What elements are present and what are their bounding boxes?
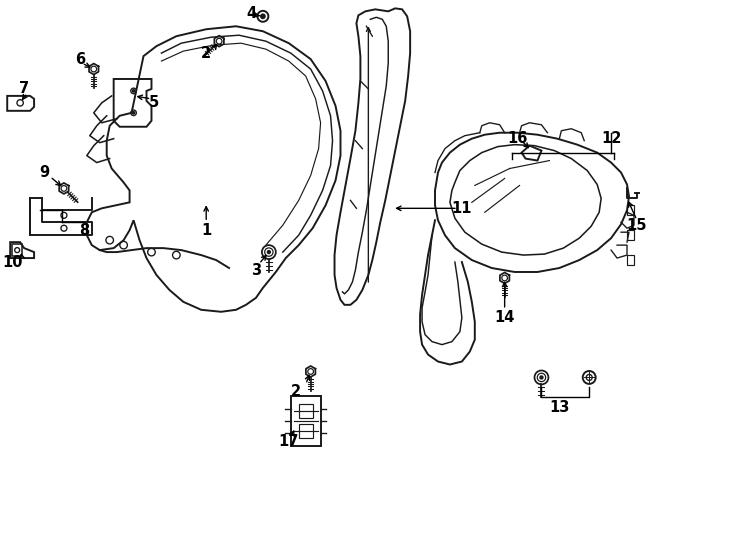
Circle shape — [267, 251, 270, 254]
Text: 1: 1 — [201, 222, 211, 238]
Text: 10: 10 — [2, 254, 23, 269]
Text: 16: 16 — [507, 131, 528, 146]
Text: 11: 11 — [451, 201, 472, 216]
Text: 12: 12 — [601, 131, 621, 146]
Text: 15: 15 — [627, 218, 647, 233]
Text: 8: 8 — [79, 222, 89, 238]
Circle shape — [261, 14, 265, 18]
Text: 9: 9 — [39, 165, 49, 180]
Text: 14: 14 — [495, 310, 515, 325]
Text: 13: 13 — [549, 400, 570, 415]
Text: 5: 5 — [148, 96, 159, 110]
Circle shape — [540, 376, 543, 379]
Text: 7: 7 — [19, 82, 29, 97]
Text: 6: 6 — [75, 52, 85, 66]
Text: 3: 3 — [251, 262, 261, 278]
Text: 2: 2 — [291, 384, 301, 399]
Text: 17: 17 — [279, 434, 299, 449]
Text: 2: 2 — [201, 45, 211, 60]
Text: 4: 4 — [246, 6, 256, 21]
Circle shape — [132, 90, 135, 92]
Circle shape — [132, 112, 135, 114]
